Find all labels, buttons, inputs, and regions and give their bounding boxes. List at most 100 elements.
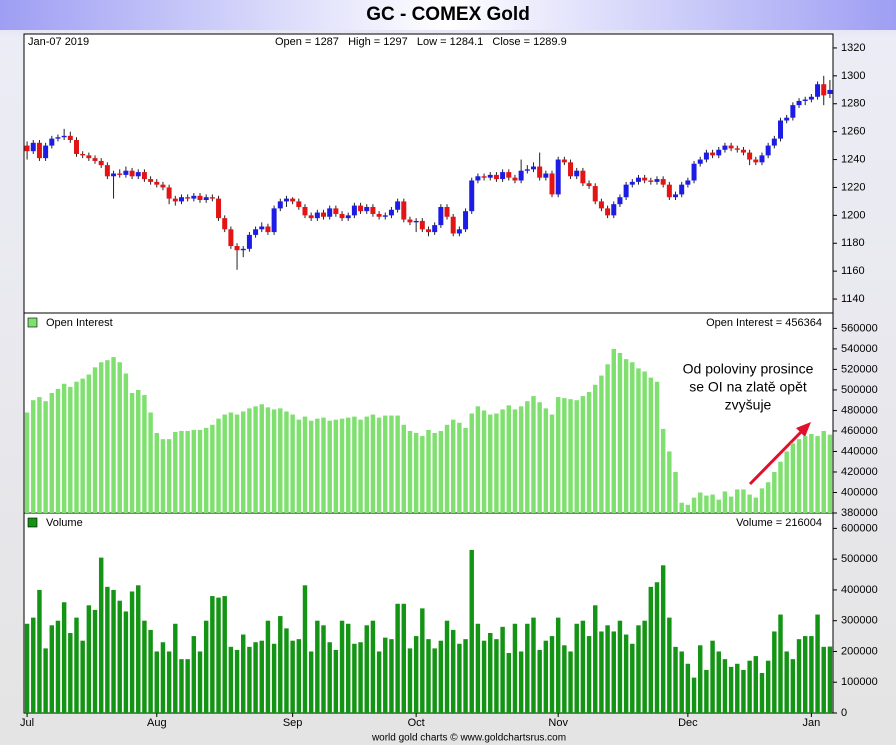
candle-body bbox=[80, 153, 86, 156]
candle-body bbox=[481, 176, 487, 178]
bar bbox=[518, 406, 524, 513]
bar bbox=[518, 651, 524, 713]
x-tick-label: Dec bbox=[678, 717, 698, 729]
candle-body bbox=[549, 173, 555, 195]
bar bbox=[80, 640, 85, 713]
bar bbox=[197, 429, 203, 513]
candle-body bbox=[345, 215, 351, 219]
bar bbox=[24, 412, 30, 513]
candle-body bbox=[111, 173, 117, 177]
bar bbox=[475, 406, 481, 513]
bar bbox=[148, 629, 153, 713]
bar bbox=[747, 494, 752, 513]
bar bbox=[111, 357, 116, 513]
candle-body bbox=[802, 99, 808, 101]
bar bbox=[413, 636, 419, 713]
bar bbox=[747, 660, 752, 713]
bar bbox=[648, 377, 654, 513]
bar bbox=[352, 416, 357, 513]
y-tick-label: 1140 bbox=[841, 293, 865, 305]
bar bbox=[86, 374, 92, 513]
bar bbox=[660, 565, 666, 713]
candle-body bbox=[660, 179, 666, 185]
x-tick-label: Sep bbox=[283, 717, 303, 729]
candle-body bbox=[778, 120, 784, 139]
candle-body bbox=[73, 140, 79, 154]
candle-body bbox=[172, 198, 178, 202]
y-tick-label: 500000 bbox=[841, 553, 878, 565]
bar bbox=[506, 653, 512, 713]
candle-body bbox=[123, 170, 129, 175]
bar bbox=[617, 620, 623, 713]
bar bbox=[31, 400, 36, 513]
bar bbox=[160, 439, 166, 513]
bar bbox=[49, 393, 55, 513]
candle-body bbox=[765, 145, 771, 156]
candle-body bbox=[784, 117, 790, 121]
bar bbox=[321, 417, 326, 513]
candle-body bbox=[191, 195, 197, 199]
candle-body bbox=[827, 89, 833, 94]
candle-body bbox=[493, 174, 499, 180]
bar bbox=[623, 359, 629, 513]
candle-body bbox=[401, 201, 407, 220]
bar bbox=[450, 629, 456, 713]
candle-body bbox=[30, 142, 36, 152]
bar bbox=[271, 643, 277, 713]
bar bbox=[24, 623, 30, 713]
bar bbox=[55, 620, 61, 713]
bar bbox=[685, 504, 691, 513]
bar bbox=[611, 348, 616, 513]
y-tick-label: 440000 bbox=[841, 445, 878, 457]
candle-body bbox=[86, 155, 92, 159]
candle-body bbox=[67, 135, 73, 141]
bar bbox=[512, 409, 518, 513]
candle-body bbox=[216, 198, 222, 219]
bar bbox=[129, 591, 135, 713]
candle-body bbox=[36, 142, 42, 159]
bar bbox=[234, 414, 240, 513]
candle-body bbox=[456, 229, 462, 234]
bar bbox=[401, 603, 407, 713]
bar bbox=[667, 617, 672, 713]
bar bbox=[481, 640, 487, 713]
candle-body bbox=[314, 212, 320, 219]
bar bbox=[537, 649, 542, 713]
bar bbox=[383, 637, 388, 713]
bar bbox=[413, 433, 419, 513]
bar bbox=[117, 600, 122, 713]
bar bbox=[704, 495, 709, 513]
bar bbox=[420, 608, 425, 713]
bar bbox=[580, 396, 586, 513]
candle-body bbox=[438, 206, 444, 226]
bar bbox=[796, 439, 802, 513]
candle-body bbox=[487, 174, 493, 178]
bar bbox=[735, 663, 740, 713]
bar bbox=[599, 631, 604, 713]
bar bbox=[444, 424, 450, 513]
bar bbox=[673, 646, 678, 713]
bar bbox=[469, 549, 474, 713]
bar bbox=[55, 388, 61, 513]
y-tick-label: 520000 bbox=[841, 363, 878, 375]
bar bbox=[407, 430, 413, 513]
bar bbox=[599, 375, 604, 513]
y-tick-label: 400000 bbox=[841, 584, 878, 596]
chart-title: GC - COMEX Gold bbox=[366, 4, 530, 25]
candle-body bbox=[518, 170, 524, 181]
bar bbox=[586, 391, 592, 513]
candle-body bbox=[209, 197, 215, 199]
annotation-arrowhead bbox=[796, 422, 811, 437]
plot-area bbox=[23, 33, 834, 714]
bar bbox=[611, 631, 616, 713]
bar bbox=[210, 424, 215, 513]
candle-body bbox=[302, 206, 308, 216]
candle-body bbox=[561, 159, 567, 163]
candle-body bbox=[771, 138, 777, 146]
annotation: Od poloviny prosince bbox=[683, 361, 814, 377]
candle-body bbox=[419, 220, 425, 230]
bar bbox=[49, 625, 55, 713]
candle-body bbox=[135, 172, 141, 177]
candle-body bbox=[635, 177, 641, 182]
